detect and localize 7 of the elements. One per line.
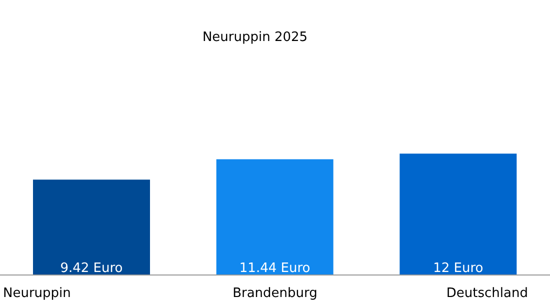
x-tick-label: Deutschland	[446, 286, 528, 300]
data-label: 9.42 Euro	[60, 261, 123, 276]
x-tick-label: Brandenburg	[232, 286, 318, 300]
x-tick-label: Neuruppin	[3, 286, 71, 300]
data-label: 12 Euro	[433, 261, 484, 276]
chart-title: Neuruppin 2025	[201, 30, 309, 45]
data-label: 11.44 Euro	[239, 261, 310, 276]
